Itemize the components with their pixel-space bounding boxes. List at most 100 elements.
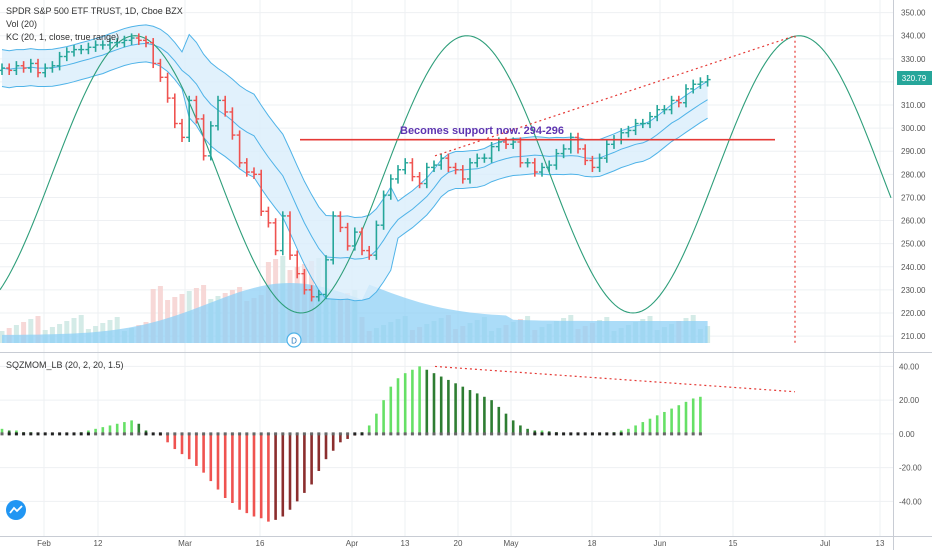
date-tick-label: Jun xyxy=(654,539,667,548)
squeeze-dot xyxy=(418,432,422,436)
price-tick-label: 240.00 xyxy=(901,263,926,272)
squeeze-dot xyxy=(511,432,515,436)
volume-bar xyxy=(71,318,77,343)
last-price-label: 320.79 xyxy=(902,74,927,83)
price-tick-label: 290.00 xyxy=(901,147,926,156)
squeeze-dot xyxy=(209,432,213,436)
legend-volume: Vol (20) xyxy=(6,19,37,29)
squeeze-dot xyxy=(482,432,486,436)
dividend-marker-label: D xyxy=(291,337,297,346)
volume-bar xyxy=(64,321,70,343)
support-annotation: Becomes support now. 294-296 xyxy=(400,125,564,137)
squeeze-dot xyxy=(101,432,105,436)
volume-average-area xyxy=(2,283,708,343)
squeeze-dot xyxy=(0,432,4,436)
date-tick-label: Jul xyxy=(820,539,830,548)
squeeze-dot xyxy=(310,432,314,436)
volume-bar xyxy=(150,289,156,343)
squeeze-dot xyxy=(490,432,494,436)
squeeze-dot xyxy=(245,432,249,436)
squeeze-dot xyxy=(58,432,62,436)
cloud-icon xyxy=(6,500,26,520)
keltner-middle-line xyxy=(1,42,708,260)
squeeze-dot xyxy=(295,432,299,436)
squeeze-dot xyxy=(439,432,443,436)
price-tick-label: 340.00 xyxy=(901,32,926,41)
squeeze-dot xyxy=(94,432,98,436)
tradingview-logo[interactable] xyxy=(6,500,26,520)
squeeze-dot xyxy=(331,432,335,436)
squeeze-dot xyxy=(432,432,436,436)
legend-keltner: KC (20, 1, close, true range) xyxy=(6,32,119,42)
squeeze-dot xyxy=(230,432,234,436)
date-tick-label: Feb xyxy=(37,539,51,548)
squeeze-dot xyxy=(36,432,40,436)
keltner-lower-band xyxy=(1,61,708,302)
date-tick-label: 13 xyxy=(401,539,410,548)
dividend-marker[interactable]: D xyxy=(286,332,302,348)
squeeze-dot xyxy=(281,432,285,436)
squeeze-dot xyxy=(698,432,702,436)
squeeze-dot xyxy=(317,432,321,436)
squeeze-dot xyxy=(158,432,162,436)
price-tick-label: 310.00 xyxy=(901,101,926,110)
squeeze-dot xyxy=(180,432,184,436)
squeeze-dot xyxy=(274,432,278,436)
squeeze-dot xyxy=(468,432,472,436)
squeeze-dot xyxy=(396,432,400,436)
momentum-tick-label: -20.00 xyxy=(899,464,922,473)
volume-bar xyxy=(35,316,41,343)
price-tick-label: 230.00 xyxy=(901,286,926,295)
squeeze-dot xyxy=(115,432,119,436)
price-tick-label: 220.00 xyxy=(901,309,926,318)
date-tick-label: 12 xyxy=(94,539,103,548)
squeeze-dot xyxy=(338,432,342,436)
momentum-tick-label: 0.00 xyxy=(899,430,915,439)
squeeze-dot xyxy=(14,432,18,436)
squeeze-dot xyxy=(648,432,652,436)
squeeze-dot xyxy=(144,432,148,436)
squeeze-dot xyxy=(554,432,558,436)
squeeze-dot xyxy=(360,432,364,436)
squeeze-dot xyxy=(612,432,616,436)
squeeze-dot xyxy=(151,432,155,436)
volume-bar xyxy=(157,286,163,343)
price-tick-label: 300.00 xyxy=(901,124,926,133)
squeeze-dot xyxy=(202,432,206,436)
squeeze-dot xyxy=(223,432,227,436)
squeeze-dot xyxy=(598,432,602,436)
squeeze-dot xyxy=(122,432,126,436)
squeeze-dot xyxy=(569,432,573,436)
squeeze-dot xyxy=(691,432,695,436)
squeeze-dot xyxy=(590,432,594,436)
date-tick-label: 16 xyxy=(256,539,265,548)
squeeze-dot xyxy=(50,432,54,436)
squeeze-dot xyxy=(518,432,522,436)
date-tick-label: 18 xyxy=(588,539,597,548)
volume-bar xyxy=(21,322,27,343)
price-tick-label: 330.00 xyxy=(901,55,926,64)
squeeze-dot xyxy=(79,432,83,436)
squeeze-dot xyxy=(670,432,674,436)
date-tick-label: May xyxy=(503,539,518,548)
squeeze-dot xyxy=(137,432,141,436)
squeeze-dot xyxy=(576,432,580,436)
squeeze-dot xyxy=(374,432,378,436)
squeeze-dot xyxy=(166,432,170,436)
price-tick-label: 350.00 xyxy=(901,9,926,18)
legend-squeeze-momentum: SQZMOM_LB (20, 2, 20, 1.5) xyxy=(6,360,124,370)
squeeze-dot xyxy=(324,432,328,436)
momentum-divergence-line xyxy=(434,365,796,393)
squeeze-dot xyxy=(497,432,501,436)
volume-bar xyxy=(78,315,84,343)
squeeze-dot xyxy=(619,432,623,436)
price-tick-label: 280.00 xyxy=(901,170,926,179)
squeeze-dot xyxy=(173,432,177,436)
squeeze-dot xyxy=(583,432,587,436)
squeeze-dot xyxy=(252,432,256,436)
squeeze-dot xyxy=(526,432,530,436)
squeeze-dot xyxy=(389,432,393,436)
squeeze-dot xyxy=(130,432,134,436)
